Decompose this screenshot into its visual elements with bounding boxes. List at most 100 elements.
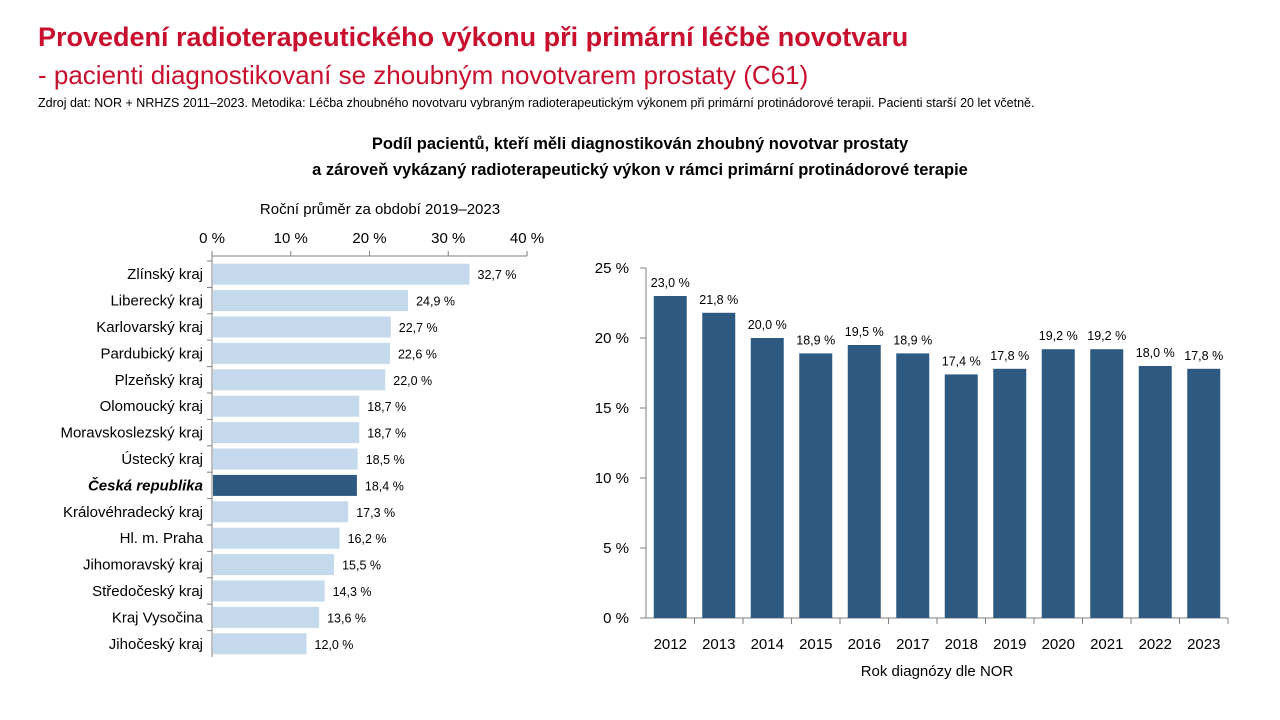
x-tick-label: 0 % [199,230,225,247]
bar [1138,366,1172,618]
data-label: 18,7 % [367,427,406,441]
x-tick-label: 2012 [654,636,687,653]
data-label: 23,0 % [651,276,690,290]
data-label: 13,6 % [327,611,366,625]
x-tick-label: 2022 [1139,636,1172,653]
bar [213,369,386,391]
highlight-category-label: Česká republika [88,476,203,494]
category-label: Karlovarský kraj [96,319,203,336]
bar [799,353,833,618]
category-label: Jihočeský kraj [109,636,203,653]
bar-highlight [213,474,357,496]
category-label: Liberecký kraj [110,293,203,310]
category-label: Moravskoslezský kraj [60,425,203,442]
data-label: 17,3 % [356,506,395,520]
bar [213,395,360,417]
category-label: Zlínský kraj [127,266,203,283]
x-tick-label: 2015 [799,636,832,653]
bar [1187,368,1221,618]
data-label: 19,2 % [1087,329,1126,343]
bar [213,422,360,444]
x-tick-label: 10 % [274,230,308,247]
x-tick-label: 2019 [993,636,1026,653]
category-label: Kraj Vysočina [112,609,204,626]
y-tick-label: 0 % [603,610,629,627]
bar [213,606,320,628]
x-tick-label: 20 % [352,230,386,247]
data-label: 18,7 % [367,400,406,414]
data-label: 18,4 % [365,479,404,493]
y-tick-label: 15 % [595,400,629,417]
source-note: Zdroj dat: NOR + NRHZS 2011–2023. Metodi… [38,96,1035,110]
category-label: Plzeňský kraj [115,372,203,389]
data-label: 16,2 % [348,532,387,546]
data-label: 22,0 % [393,374,432,388]
x-tick-label: 2013 [702,636,735,653]
data-label: 19,2 % [1039,329,1078,343]
category-label: Olomoucký kraj [100,398,203,415]
data-label: 14,3 % [333,585,372,599]
regional-bar-chart: Roční průměr za období 2019–2023 0 % 10 % 2… [60,201,544,657]
x-tick-label: 2017 [896,636,929,653]
data-label: 24,9 % [416,295,455,309]
bar [1090,349,1124,618]
x-tick-label: 30 % [431,230,465,247]
y-tick-label: 10 % [595,470,629,487]
data-label: 22,6 % [398,347,437,361]
chart-heading-line-2: a zároveň vykázaný radioterapeutický výk… [312,161,968,179]
bar [750,338,784,618]
bar [944,374,978,618]
category-label: Hl. m. Praha [120,530,204,547]
page-title: Provedení radioterapeutického výkonu při… [38,22,909,52]
x-tick-label: 2023 [1187,636,1220,653]
data-label: 18,5 % [366,453,405,467]
y-tick-label: 25 % [595,260,629,277]
x-tick-label: 2020 [1042,636,1075,653]
data-label: 12,0 % [315,638,354,652]
category-label: Královéhradecký kraj [63,504,203,521]
bar [213,342,390,364]
data-label: 15,5 % [342,559,381,573]
bar [213,316,391,338]
bar [213,633,307,655]
page-subtitle: - pacienti diagnostikovaní se zhoubným n… [38,60,809,90]
bar [213,501,349,523]
chart-heading-line-1: Podíl pacientů, kteří měli diagnostiková… [371,135,909,153]
x-tick-label: 2016 [848,636,881,653]
bar [702,312,736,618]
data-label: 20,0 % [748,318,787,332]
bar [213,290,409,312]
bar [1041,349,1075,618]
category-label: Středočeský kraj [92,583,203,600]
data-label: 32,7 % [478,268,517,282]
data-label: 21,8 % [699,293,738,307]
bar [213,263,470,285]
chart-title: Roční průměr za období 2019–2023 [260,201,500,218]
category-label: Jihomoravský kraj [83,557,203,574]
data-label: 17,4 % [942,354,981,368]
x-tick-label: 2014 [751,636,784,653]
yearly-bar-chart: 0 % 5 % 10 % 15 % 20 % 25 % 23,0 % 2012 21,8 % 20… [595,260,1229,680]
bar [213,580,325,602]
data-label: 18,9 % [893,333,932,347]
category-label: Ústecký kraj [121,451,203,468]
bar [213,448,358,470]
y-tick-label: 5 % [603,540,629,557]
x-tick-label: 2021 [1090,636,1123,653]
x-axis-title: Rok diagnózy dle NOR [861,663,1014,680]
bar [896,353,930,618]
bar [213,554,335,576]
data-label: 17,8 % [1184,349,1223,363]
data-label: 19,5 % [845,325,884,339]
bar [847,345,881,618]
bar [993,368,1027,618]
data-label: 18,0 % [1136,346,1175,360]
x-tick-label: 2018 [945,636,978,653]
bar [653,296,687,618]
data-label: 18,9 % [796,333,835,347]
data-label: 17,8 % [990,349,1029,363]
x-tick-label: 40 % [510,230,544,247]
y-tick-label: 20 % [595,330,629,347]
category-label: Pardubický kraj [100,345,203,362]
bar [213,527,340,549]
